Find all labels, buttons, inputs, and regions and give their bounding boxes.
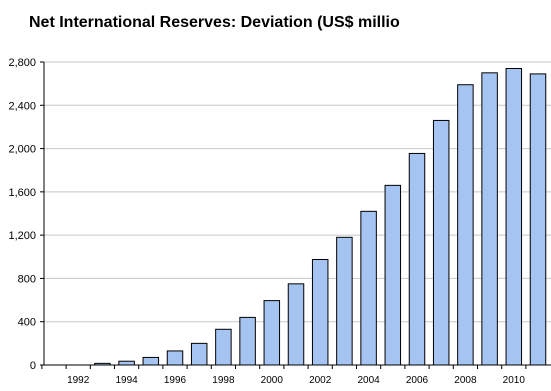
x-tick-label: 1992 <box>67 375 90 386</box>
y-tick-label: 800 <box>18 273 36 285</box>
bar-2006 <box>408 152 426 366</box>
y-tick-label: 1,200 <box>8 230 36 242</box>
grid-lines <box>40 61 551 366</box>
x-tick-label: 2006 <box>406 375 429 386</box>
x-tick-label: 1994 <box>115 375 138 386</box>
x-tick-labels: 1992 1994 1996 1998 2000 2002 2004 2006 2008 2010 <box>41 365 527 386</box>
x-tick-label: 2004 <box>357 375 380 386</box>
bar-1996 <box>166 350 184 366</box>
bar-2003 <box>336 236 353 366</box>
axes <box>43 62 551 366</box>
chart-title: Net International Reserves: Deviation (U… <box>29 14 400 31</box>
bar-2002 <box>311 258 329 366</box>
x-tick-label: 2008 <box>454 375 477 386</box>
bar-1994 <box>118 360 135 366</box>
bar-1999 <box>239 316 256 366</box>
bar-1997 <box>190 342 208 366</box>
y-tick-label: 1,600 <box>8 187 36 199</box>
bar-2005 <box>384 184 402 366</box>
x-tick-label: 1998 <box>212 375 235 386</box>
y-tick-label: 0 <box>30 360 36 372</box>
bar-2007 <box>432 119 450 366</box>
y-tick-labels: 2,800 2,400 2,000 1,600 1,200 800 400 0 <box>8 57 36 372</box>
y-tick-label: 2,400 <box>8 100 36 112</box>
x-tick-label: 1996 <box>164 375 187 386</box>
bar-1998 <box>215 328 232 366</box>
bar-2011 <box>529 73 547 366</box>
bar-2001 <box>287 283 305 366</box>
bars <box>94 67 547 366</box>
bar-2009 <box>481 72 498 366</box>
bar-2010 <box>505 67 523 366</box>
y-tick-label: 2,000 <box>8 144 36 156</box>
bar-1995 <box>142 356 160 366</box>
bar-2008 <box>457 84 474 366</box>
x-tick-label: 2000 <box>261 375 284 386</box>
y-tick-label: 400 <box>18 317 36 329</box>
y-tick-label: 2,800 <box>8 57 36 69</box>
x-tick-label: 2002 <box>309 375 332 386</box>
x-tick-label: 2010 <box>503 375 526 386</box>
bar-2004 <box>360 210 377 366</box>
bar-2000 <box>263 300 281 366</box>
